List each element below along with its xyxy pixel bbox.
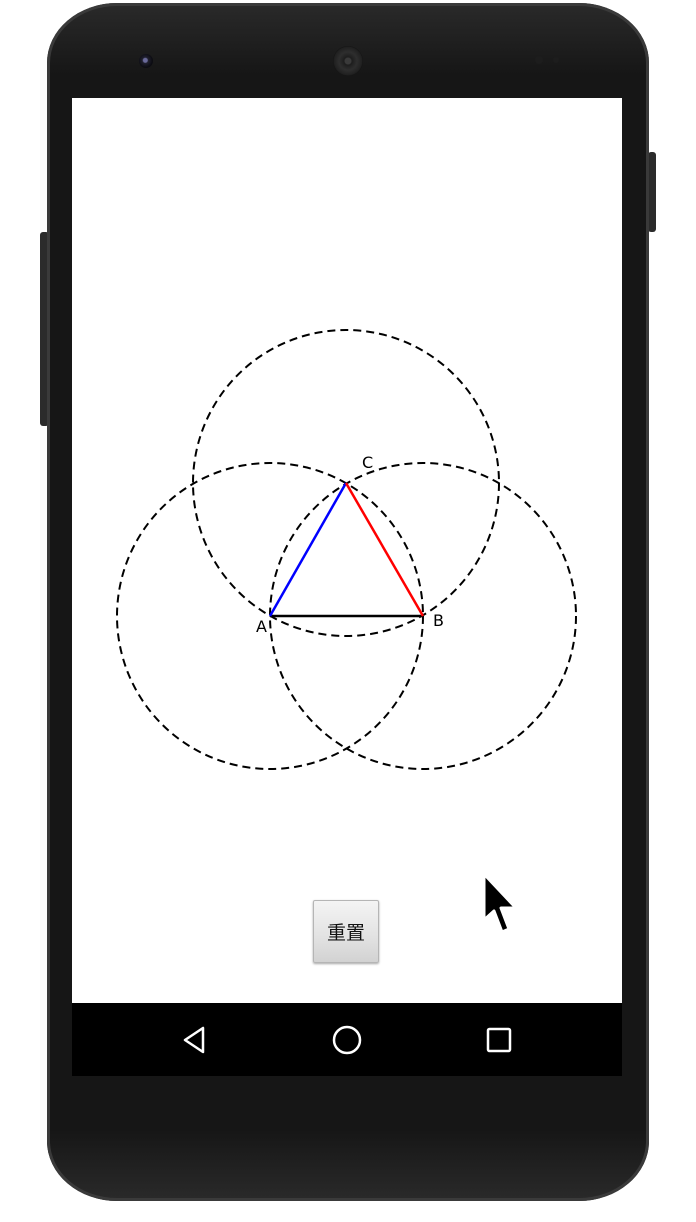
recents-square-icon (486, 1027, 512, 1053)
point-c-label: C (362, 453, 373, 472)
back-triangle-icon (183, 1026, 205, 1054)
construction-canvas[interactable]: A B C (72, 98, 622, 1003)
light-sensor-icon (553, 57, 559, 63)
circle-around-c (192, 329, 500, 637)
point-b-label: B (433, 611, 444, 630)
proximity-sensor-icon (535, 56, 543, 64)
front-camera-icon (139, 54, 153, 68)
volume-button (40, 232, 49, 426)
reset-button[interactable]: 重置 (313, 900, 379, 963)
earpiece-speaker-icon (333, 46, 363, 76)
back-button[interactable] (172, 1017, 218, 1063)
home-button[interactable] (324, 1017, 370, 1063)
home-circle-icon (332, 1025, 362, 1055)
point-a-label: A (256, 617, 267, 636)
circle-around-b (269, 462, 577, 770)
segment-ac (268, 482, 348, 617)
recents-button[interactable] (476, 1017, 522, 1063)
app-screen: A B C 重置 (72, 98, 622, 1003)
segment-cb (344, 482, 425, 617)
system-nav-bar (72, 1003, 622, 1076)
mouse-pointer-icon (482, 872, 518, 934)
power-button (648, 152, 656, 232)
